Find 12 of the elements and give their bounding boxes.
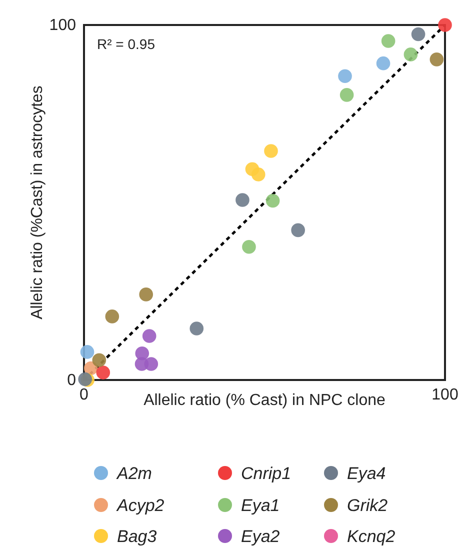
legend-label: Bag3 bbox=[117, 527, 158, 546]
x-axis-title: Allelic ratio (% Cast) in NPC clone bbox=[144, 392, 386, 409]
legend-label: Eya4 bbox=[347, 464, 386, 483]
legend-label: A2m bbox=[116, 464, 152, 483]
legend-label: Eya2 bbox=[241, 527, 280, 546]
legend-label: Grik2 bbox=[347, 496, 388, 515]
legend-label: Cnrip1 bbox=[241, 464, 292, 483]
annotation: R² = 0.95 bbox=[97, 36, 156, 52]
legend-label: Kcnq2 bbox=[347, 527, 396, 546]
legend-label: Acyp2 bbox=[116, 496, 165, 515]
legend-label: Eya1 bbox=[241, 496, 280, 515]
y-axis-title: Allelic ratio (%Cast) in astrocytes bbox=[29, 86, 46, 320]
